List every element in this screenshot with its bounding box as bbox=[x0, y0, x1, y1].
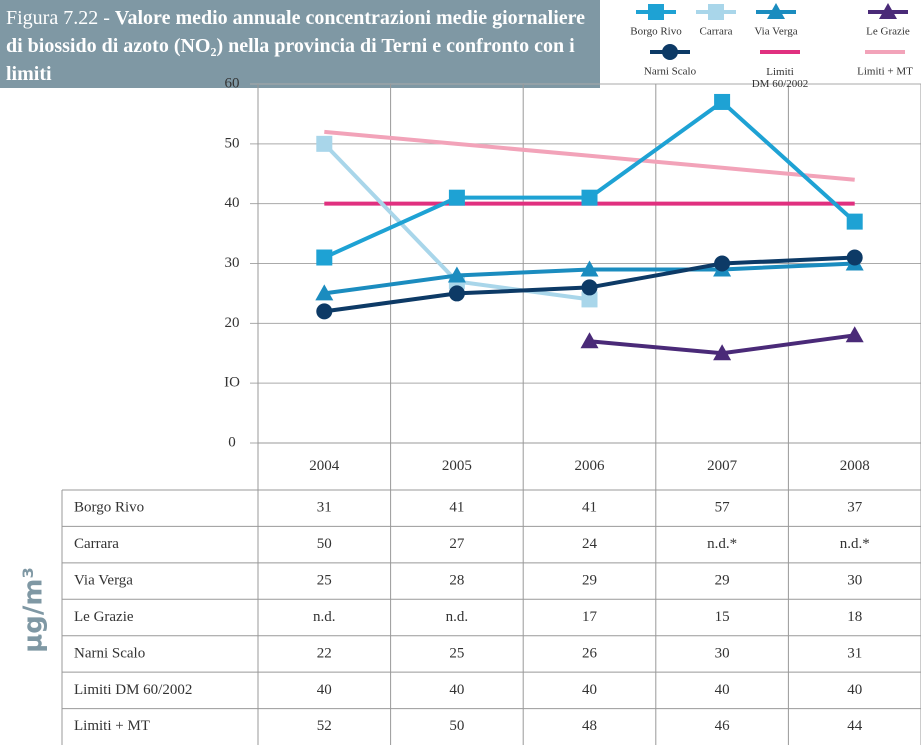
marker bbox=[714, 255, 731, 272]
table-cell: n.d.* bbox=[840, 536, 870, 552]
table-cell: 26 bbox=[582, 645, 598, 661]
row-label: Borgo Rivo bbox=[74, 500, 144, 516]
chart-title: Valore medio annuale concentrazioni medi… bbox=[6, 7, 586, 85]
legend-label: Carrara bbox=[700, 26, 733, 38]
x-tick-label: 2007 bbox=[707, 458, 738, 474]
table-cell: 48 bbox=[582, 718, 597, 734]
marker bbox=[846, 213, 863, 230]
table-cell: 40 bbox=[582, 682, 597, 698]
table-cell: 40 bbox=[715, 682, 730, 698]
marker bbox=[581, 189, 598, 206]
series-line bbox=[323, 99, 857, 260]
row-label: Limiti + MT bbox=[74, 718, 150, 734]
table-cell: 31 bbox=[847, 645, 862, 661]
table-cell: n.d. bbox=[313, 609, 336, 625]
row-label: Via Verga bbox=[74, 573, 133, 589]
table-cell: 30 bbox=[847, 573, 862, 589]
marker bbox=[316, 249, 333, 266]
x-tick-label: 2004 bbox=[309, 458, 340, 474]
marker bbox=[767, 3, 785, 19]
table-cell: 29 bbox=[582, 573, 597, 589]
row-label: Le Grazie bbox=[74, 609, 134, 625]
table-cell: 50 bbox=[317, 536, 332, 552]
table-cell: 25 bbox=[317, 573, 332, 589]
marker bbox=[845, 326, 864, 343]
y-tick-label: 30 bbox=[225, 255, 240, 271]
table-cell: 40 bbox=[847, 682, 862, 698]
table-cell: 24 bbox=[582, 536, 598, 552]
marker bbox=[648, 4, 664, 20]
marker bbox=[316, 303, 333, 320]
table-cell: 18 bbox=[847, 609, 862, 625]
marker bbox=[316, 135, 333, 152]
table-cell: 50 bbox=[449, 718, 464, 734]
legend-label: Le Grazie bbox=[866, 26, 910, 38]
x-tick-label: 2008 bbox=[840, 458, 870, 474]
table-cell: 37 bbox=[847, 500, 863, 516]
title-box: Figura 7.22 - Valore medio annuale conce… bbox=[0, 0, 600, 88]
table-cell: 30 bbox=[715, 645, 730, 661]
marker bbox=[581, 291, 598, 308]
row-label: Limiti DM 60/2002 bbox=[74, 682, 192, 698]
table-cell: 29 bbox=[715, 573, 730, 589]
marker bbox=[315, 284, 334, 301]
table-cell: 22 bbox=[317, 645, 332, 661]
y-tick-label: 50 bbox=[225, 135, 240, 151]
legend-label: Limiti + MT bbox=[857, 66, 913, 78]
marker bbox=[879, 3, 897, 19]
marker bbox=[580, 260, 599, 277]
marker bbox=[448, 189, 465, 206]
marker bbox=[662, 44, 678, 60]
legend-label: Narni Scalo bbox=[644, 66, 697, 78]
marker bbox=[714, 93, 731, 110]
table-cell: 27 bbox=[449, 536, 465, 552]
marker bbox=[448, 285, 465, 302]
y-tick-label: 60 bbox=[225, 75, 240, 91]
table-cell: 41 bbox=[582, 500, 597, 516]
table-cell: 40 bbox=[317, 682, 332, 698]
table-cell: 57 bbox=[715, 500, 731, 516]
marker bbox=[708, 4, 724, 20]
y-tick-label: IO bbox=[224, 375, 240, 391]
marker bbox=[581, 279, 598, 296]
marker bbox=[580, 332, 599, 349]
y-axis-label: µg/m³ bbox=[19, 567, 49, 653]
title-prefix: Figura 7.22 - bbox=[6, 7, 115, 29]
x-tick-label: 2006 bbox=[575, 458, 606, 474]
legend-label: Limiti DM 60/2002 bbox=[752, 66, 809, 90]
legend-label: Borgo Rivo bbox=[630, 26, 682, 38]
table-cell: 41 bbox=[449, 500, 464, 516]
legend-label: Via Verga bbox=[754, 26, 797, 38]
y-tick-label: 20 bbox=[225, 315, 240, 331]
limit-line bbox=[324, 129, 855, 182]
x-tick-label: 2005 bbox=[442, 458, 472, 474]
table-cell: n.d. bbox=[446, 609, 469, 625]
table-cell: 46 bbox=[715, 718, 731, 734]
table-cell: 15 bbox=[715, 609, 730, 625]
marker bbox=[447, 266, 466, 283]
table-cell: 28 bbox=[449, 573, 464, 589]
table-cell: 17 bbox=[582, 609, 598, 625]
table-cell: 31 bbox=[317, 500, 332, 516]
table-cell: n.d.* bbox=[707, 536, 737, 552]
y-tick-label: 0 bbox=[228, 434, 236, 450]
marker bbox=[846, 249, 863, 266]
table-cell: 40 bbox=[449, 682, 464, 698]
row-label: Carrara bbox=[74, 536, 119, 552]
marker bbox=[713, 344, 732, 361]
table-cell: 44 bbox=[847, 718, 863, 734]
table-cell: 25 bbox=[449, 645, 464, 661]
table-cell: 52 bbox=[317, 718, 332, 734]
row-label: Narni Scalo bbox=[74, 645, 145, 661]
y-tick-label: 40 bbox=[225, 195, 240, 211]
